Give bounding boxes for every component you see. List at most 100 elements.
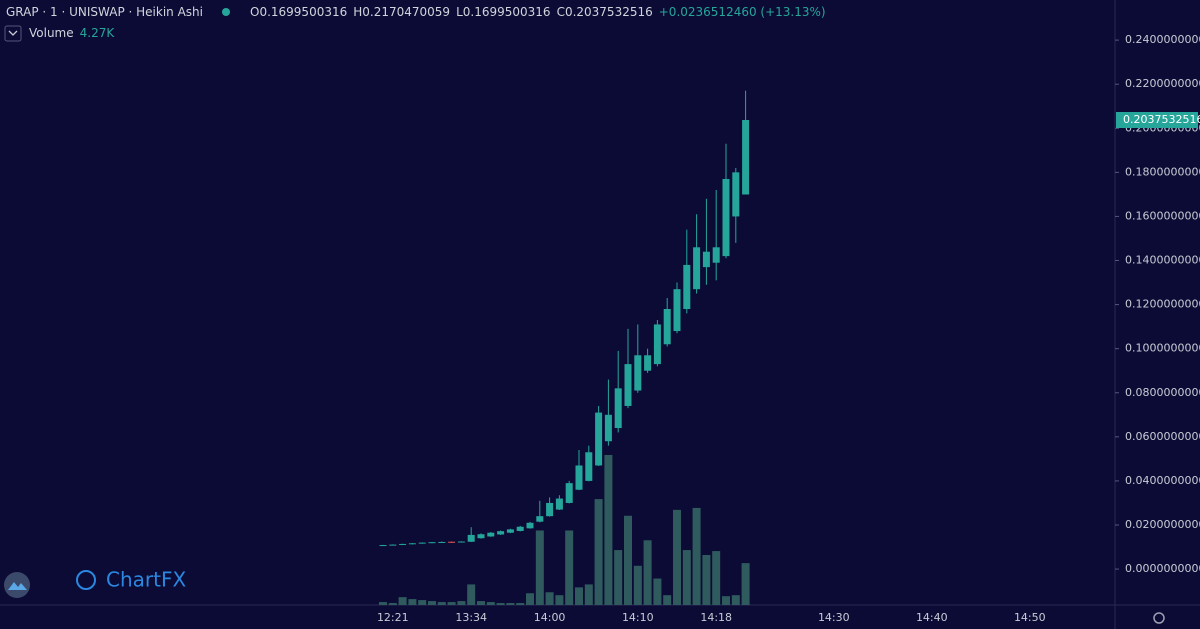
candle-body [575,465,583,490]
volume-bar [477,601,485,605]
volume-bar [526,593,534,605]
candle-body [467,534,475,542]
y-tick-label: 0.0400000000 [1125,474,1200,487]
volume-bar [447,602,456,605]
volume-bar [702,554,711,605]
y-tick-label: 0.1200000000 [1125,298,1200,311]
volume-bar [506,603,515,605]
volume-bar [437,602,446,605]
y-tick-label: 0.1600000000 [1125,209,1200,222]
volume-bar [731,595,740,605]
watermark: ChartFX [106,568,186,592]
volume-bar [604,454,613,605]
candle-body [428,542,436,544]
symbol-title: GRAP · 1 · UNISWAP · Heikin Ashi [6,5,203,19]
volume-bar [692,507,701,605]
candle-body [644,355,652,371]
volume-bar [408,599,417,605]
x-tick-label: 14:50 [1014,611,1046,624]
y-tick-label: 0.0200000000 [1125,518,1200,531]
volume-bar [496,603,505,605]
volume-bar [388,603,397,605]
y-tick-label: 0.1000000000 [1125,342,1200,355]
y-tick-label: 0.1800000000 [1125,165,1200,178]
y-tick-label: 0.2400000000 [1125,33,1200,46]
candle-body [399,543,407,545]
ohlc-change: +0.0236512460 (+13.13%) [658,5,826,19]
x-tick-label: 14:40 [916,611,948,624]
collapse-button[interactable] [4,25,22,42]
volume-bar [624,515,632,605]
logo-badge [4,572,30,598]
candle-body [653,324,661,365]
candle-body [389,544,397,546]
candle-body [712,247,720,263]
volume-bar [565,530,574,605]
status-dot [222,8,230,16]
volume-value: 4.27K [79,26,115,40]
candle-body [526,522,534,529]
candle-body [379,545,387,547]
candle-body [506,529,514,533]
settings-icon[interactable] [1153,612,1165,624]
candle-body [673,289,681,332]
x-tick-label: 14:00 [534,611,566,624]
volume-bar [467,584,476,605]
candle-body [683,264,691,310]
volume-bar [584,584,593,605]
volume-bar [428,601,436,605]
candle-body [477,534,485,539]
candle-body [732,172,740,217]
volume-bar [633,565,642,605]
ohlc-close: C0.2037532516 [556,5,653,19]
x-tick-label: 14:30 [818,611,850,624]
volume-bar [643,540,652,605]
candle-body [565,483,573,503]
candle-body [614,388,622,429]
logo-badge-mark [8,582,27,590]
candle-body [438,541,446,543]
candle-body [497,531,505,535]
y-tick-label: 0.0600000000 [1125,430,1200,443]
collapse-chevron [8,30,18,36]
volume-bar [555,595,564,605]
ohlc-legend: O0.1699500316 H0.2170470059 L0.1699500316 C… [250,5,832,19]
candle-body [742,120,750,195]
candle-body [702,251,710,268]
y-tick-label: 0.0800000000 [1125,386,1200,399]
volume-bar [418,600,427,605]
volume-bar [741,563,750,605]
ohlc-high: H0.2170470059 [353,5,451,19]
candle-body [634,355,642,391]
candle-body [693,247,701,290]
volume-bar [594,499,603,605]
logo-icon [76,570,96,590]
volume-bar [545,592,554,605]
ohlc-open: O0.1699500316 [250,5,348,19]
candle-body [418,542,426,544]
last-price-tag [1116,112,1198,129]
candle-body [487,532,495,537]
candle-body [604,414,612,442]
y-tick-label: 0.2200000000 [1125,77,1200,90]
candle-body [448,541,456,543]
volume-bar [722,596,730,605]
volume-bar [398,597,407,605]
volume-bar [653,578,662,605]
last-price-label: 0.2037532516 [1123,113,1200,126]
volume-bar [673,509,681,605]
volume-bar [663,595,672,605]
candle-body [624,364,632,406]
volume-bar [457,601,466,605]
y-tick-label: 0.0000000000 [1125,562,1200,575]
volume-legend: Volume 4.27K [29,26,120,40]
volume-bar [575,587,583,605]
volume-bar [486,602,495,605]
candle-body [595,412,603,466]
volume-bar [535,530,544,605]
candle-body [722,178,730,257]
candle-body [408,543,416,545]
candle-body [663,309,671,345]
